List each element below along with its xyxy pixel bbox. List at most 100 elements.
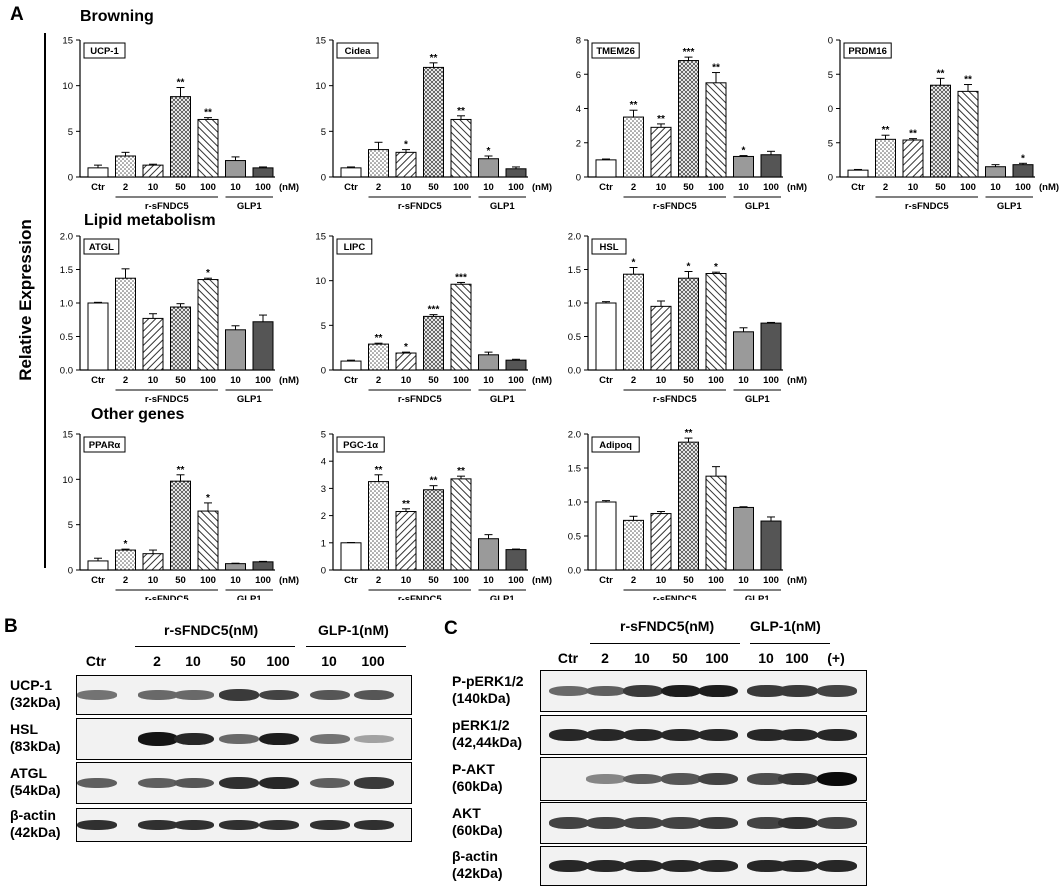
significance-marker: ** <box>630 100 638 111</box>
blot-strip <box>540 757 867 801</box>
group-label-glp1: GLP1 <box>490 201 516 212</box>
x-tick-label: 100 <box>255 182 271 193</box>
bar-10-sfndc5 <box>650 305 672 371</box>
group-label-glp1: GLP1 <box>237 394 263 405</box>
bar-100-glp1 <box>760 154 782 178</box>
protein-band <box>778 729 818 741</box>
unit-label: (nM) <box>787 375 807 386</box>
significance-marker: ** <box>375 333 383 344</box>
x-tick-label: 100 <box>708 575 724 586</box>
panel-c-letter: C <box>444 618 458 639</box>
bar-Ctr <box>340 167 362 178</box>
group-label-glp1: GLP1 <box>237 594 263 600</box>
gene-label: ATGL <box>89 242 114 253</box>
section-lipid-title: Lipid metabolism <box>84 212 216 229</box>
significance-marker: * <box>404 140 408 151</box>
protein-band <box>698 860 738 872</box>
y-tick-label: 4 <box>576 104 581 115</box>
protein-band <box>817 729 857 741</box>
x-tick-label: 10 <box>230 575 241 586</box>
x-tick-label: 100 <box>453 182 469 193</box>
protein-band <box>661 860 701 872</box>
protein-band <box>778 685 818 697</box>
y-tick-label: 5 <box>321 321 326 332</box>
bar-2-sfndc5 <box>368 343 389 371</box>
gene-label: PPARα <box>89 440 121 451</box>
x-tick-label: 10 <box>656 182 667 193</box>
bar-100-sfndc5 <box>705 475 727 571</box>
protein-band <box>219 689 259 701</box>
y-tick-label: 0 <box>321 566 326 577</box>
y-axis-bracket <box>44 33 46 568</box>
protein-band <box>310 777 350 789</box>
y-tick-label: 1.0 <box>568 299 581 310</box>
y-tick-label: 0 <box>68 173 73 184</box>
x-tick-label: 100 <box>453 575 469 586</box>
lane-label: 100 <box>785 650 809 666</box>
unit-label: (nM) <box>279 182 299 193</box>
significance-marker: * <box>1021 153 1025 164</box>
x-tick-label: 50 <box>935 182 946 193</box>
y-tick-label: 1.0 <box>568 498 581 509</box>
bar-Ctr <box>87 560 109 571</box>
x-tick-label: 100 <box>200 575 216 586</box>
bar-100-sfndc5 <box>197 118 219 178</box>
bar-Ctr <box>595 159 617 178</box>
group-label-sfndc5: r-sFNDC5 <box>145 594 190 600</box>
significance-marker: ** <box>457 466 465 477</box>
y-tick-label: 15 <box>315 36 326 47</box>
x-tick-label: 2 <box>376 375 381 386</box>
chart-adipoq: 0.0 0.5 1.0 1.5 2.0 Adipoq Ctr 2 10 ** 50 100 10 100 (… <box>568 428 807 600</box>
bar-10-sfndc5 <box>395 151 417 178</box>
x-tick-label: 2 <box>883 182 888 193</box>
x-tick-label: 10 <box>230 375 241 386</box>
gene-label: PGC-1α <box>343 440 378 451</box>
unit-label: (nM) <box>279 575 299 586</box>
bar-50-sfndc5 <box>678 60 699 178</box>
bar-2-sfndc5 <box>623 116 644 178</box>
x-tick-label: 2 <box>631 182 636 193</box>
blot-row-label: pERK1/2 (42,44kDa) <box>452 717 522 751</box>
protein-band <box>747 860 787 872</box>
lane-label: 50 <box>672 650 688 666</box>
bar-10-glp1 <box>478 158 499 178</box>
unit-label: (nM) <box>532 182 552 193</box>
bar-10-sfndc5 <box>142 553 164 571</box>
bar-50-sfndc5 <box>423 315 444 371</box>
bar-Ctr <box>340 542 362 571</box>
protein-band <box>138 820 178 830</box>
significance-marker: ** <box>909 129 917 140</box>
gene-label-box <box>591 436 640 453</box>
bar-100-sfndc5 <box>705 273 727 371</box>
significance-marker: * <box>714 262 718 273</box>
y-tick-label: 1.5 <box>568 265 581 276</box>
y-tick-label: 15 <box>315 232 326 243</box>
significance-marker: * <box>404 342 408 353</box>
blot-strip <box>76 808 412 842</box>
y-tick-label: 5 <box>68 127 73 138</box>
chart-pgc-1-: 0 1 2 3 4 5 PGC-1α Ctr ** 2 ** 10 ** 50 ** 100 10 100 (nM)… <box>321 430 552 601</box>
x-tick-label: 10 <box>148 375 159 386</box>
gene-label-box <box>83 42 126 59</box>
protein-name: pERK1/2 <box>452 717 510 733</box>
x-tick-label: 100 <box>453 375 469 386</box>
bar-2-sfndc5 <box>368 149 389 178</box>
protein-name: HSL <box>10 721 38 737</box>
gene-label-box <box>336 238 373 255</box>
bar-100-sfndc5 <box>197 279 219 371</box>
y-tick-label: 3 <box>321 484 326 495</box>
significance-marker: * <box>124 539 128 550</box>
lane-label: 100 <box>361 653 385 669</box>
group-label-glp1: GLP1 <box>237 201 263 212</box>
significance-marker: *** <box>683 47 695 58</box>
x-tick-label: 100 <box>960 182 976 193</box>
protein-band <box>747 685 787 697</box>
unit-label: (nM) <box>1039 182 1059 193</box>
protein-size: (83kDa) <box>10 738 61 754</box>
x-tick-label: 100 <box>508 375 524 386</box>
protein-band <box>661 773 701 785</box>
significance-marker: ** <box>375 465 383 476</box>
blot-c-group1-line <box>590 643 740 644</box>
bar-100-glp1 <box>252 561 274 571</box>
